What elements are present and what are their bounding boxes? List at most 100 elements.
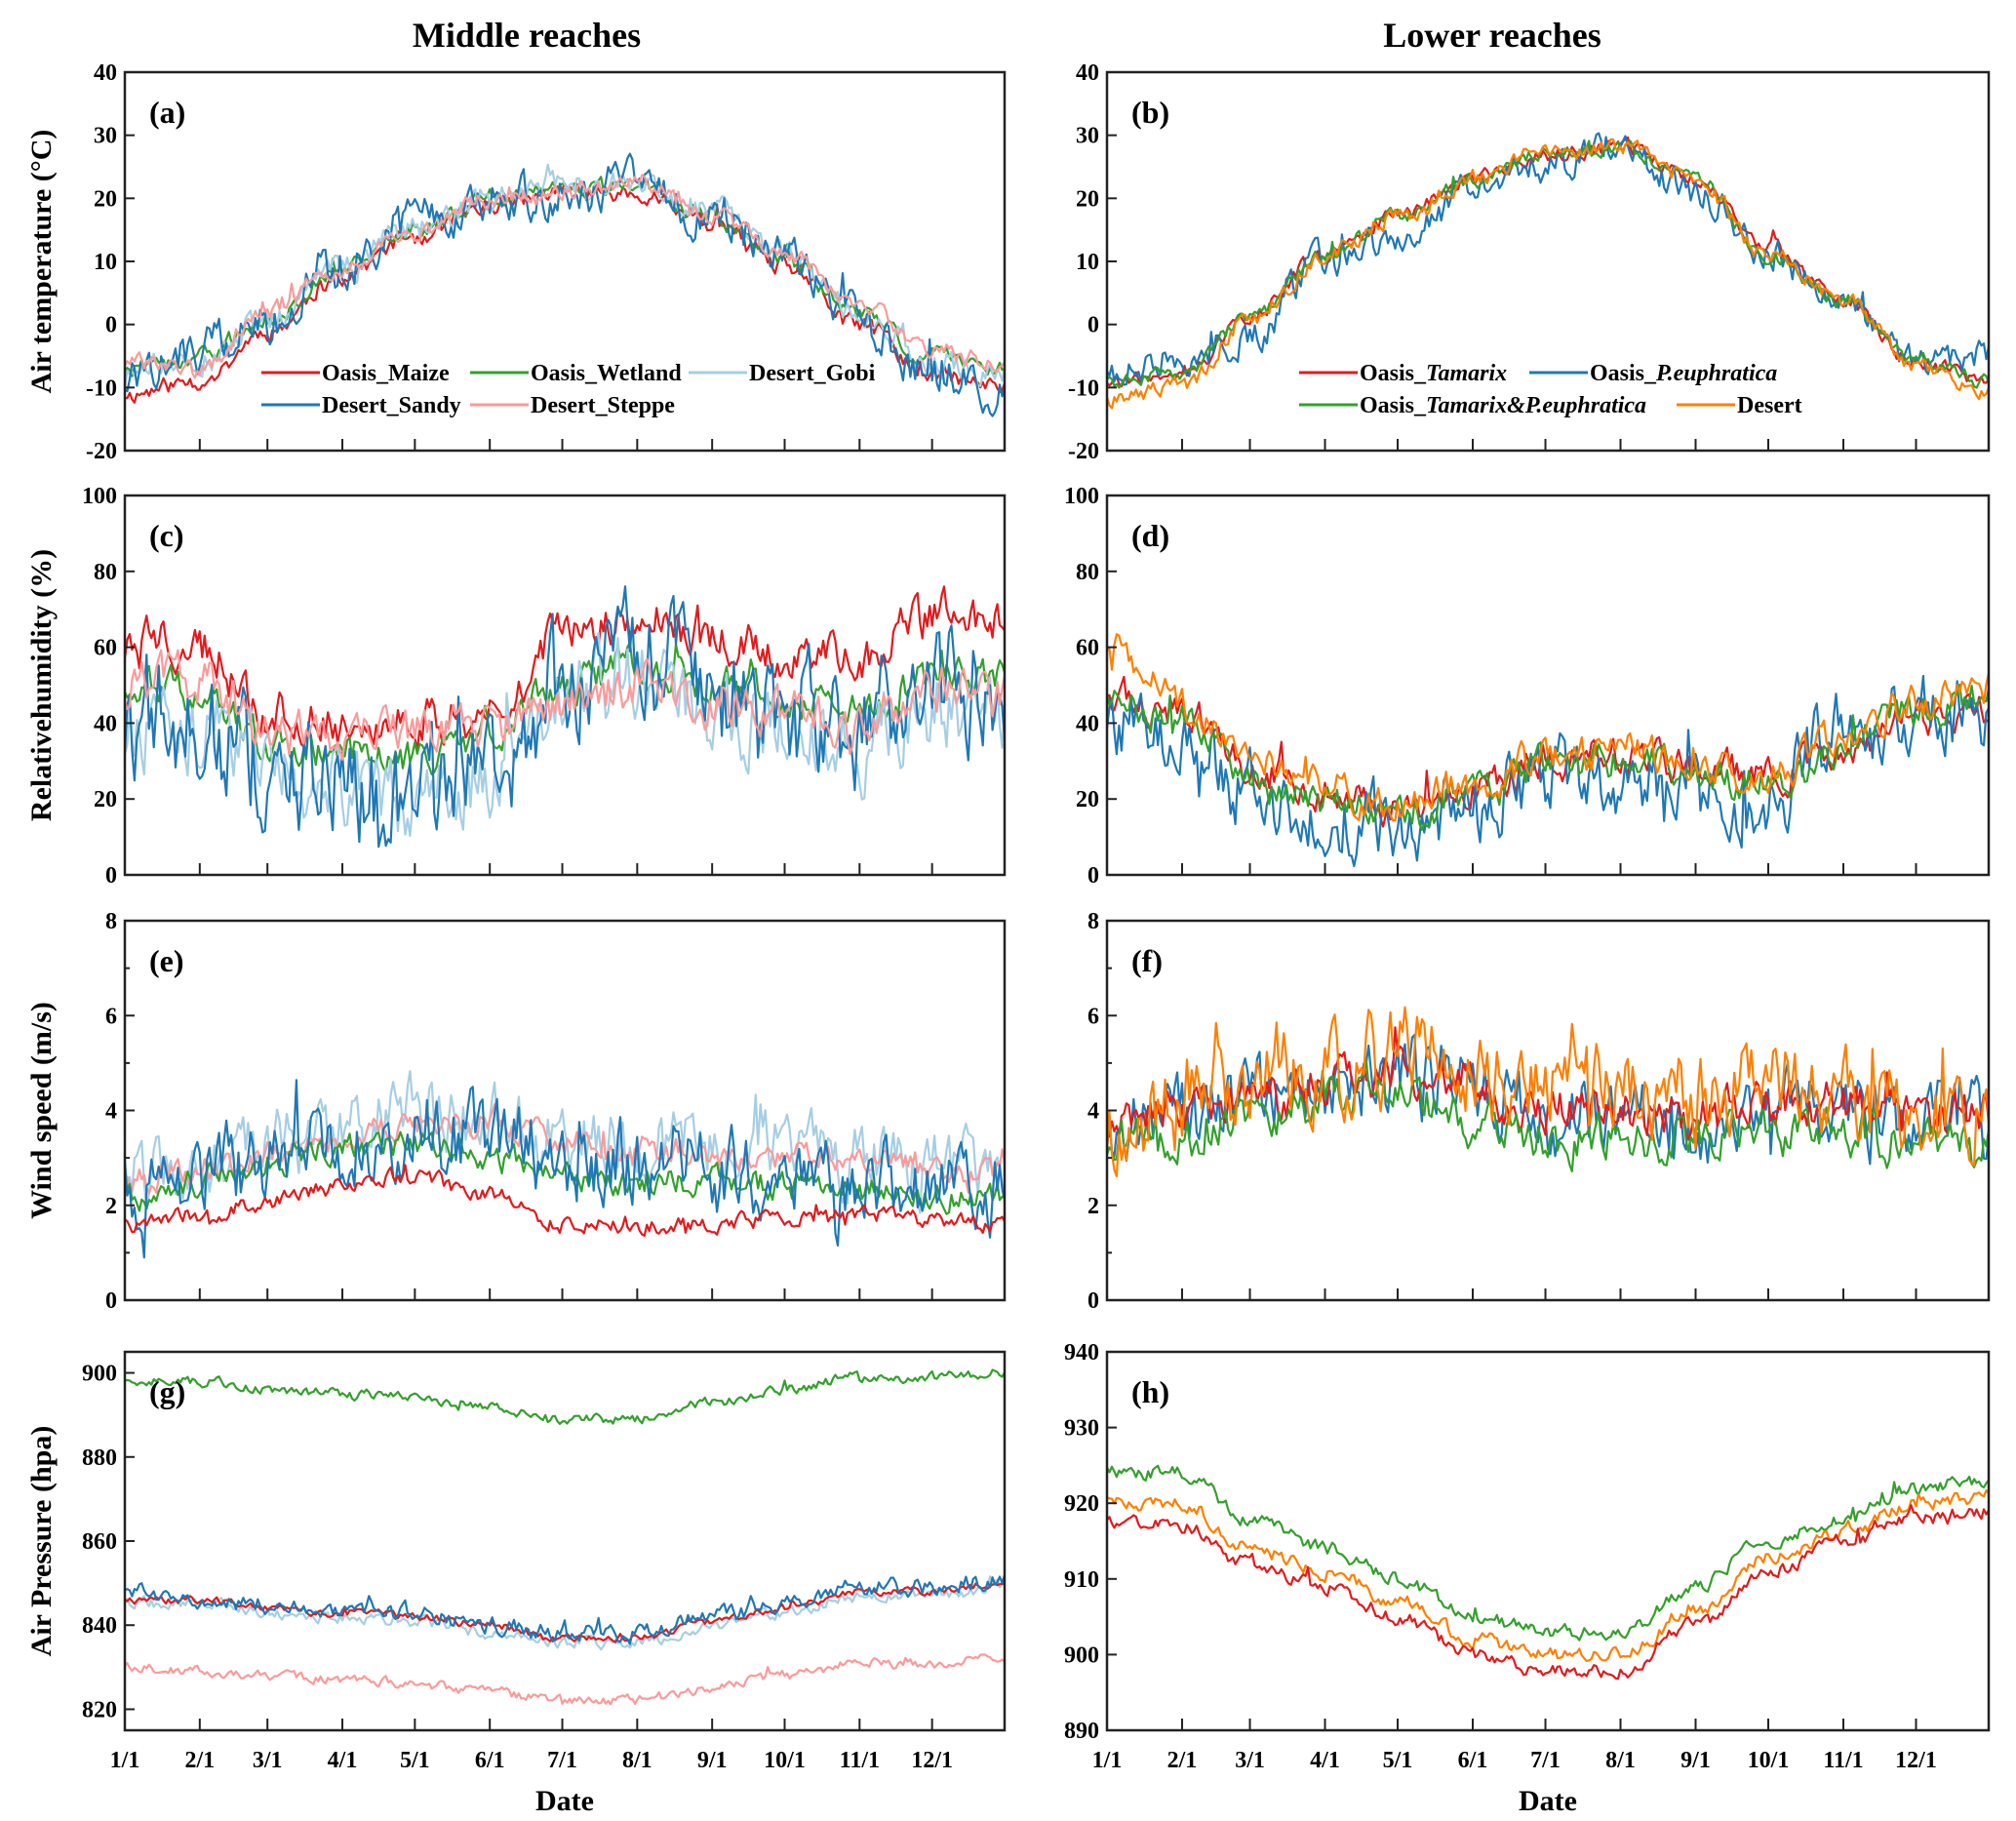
y-tick-label: 100 <box>82 484 117 509</box>
y-tick-label: 0 <box>1087 863 1099 889</box>
panel-tag: (e) <box>149 943 184 978</box>
series-line-desert <box>1107 138 1989 410</box>
series-group <box>1107 1006 1989 1178</box>
y-tick-label: 6 <box>105 1004 117 1029</box>
series-group <box>125 1070 1005 1259</box>
y-tick-label: 10 <box>94 250 117 275</box>
panel-h: 890 900 910 920 930 940 1/1 2/1 3/1 4/1 5/1 6/1 7/1 8… <box>1064 1340 1991 1817</box>
series-line-oasis-tamarix-p-euphratica <box>1107 1464 1989 1642</box>
series-line-desert-gobi <box>125 1070 1005 1214</box>
x-tick-label: 7/1 <box>1530 1748 1561 1773</box>
y-tick-label: 900 <box>1064 1643 1099 1668</box>
legend-label: Oasis_Tamarix&P.euphratica <box>1360 393 1646 418</box>
y-tick-label: 20 <box>94 186 117 212</box>
legend-label: Desert_Steppe <box>531 393 675 418</box>
plot-frame <box>1105 494 1991 877</box>
series-line-desert <box>1107 1489 1989 1663</box>
x-tick-label: 1/1 <box>1092 1748 1123 1773</box>
column-title-lower: Lower reaches <box>1383 16 1601 55</box>
panel-tag: (c) <box>149 518 184 553</box>
series-group <box>1107 633 1989 868</box>
panel-d: 0 20 40 60 80 100 (d) <box>1064 484 1991 889</box>
y-tick-label: -20 <box>86 439 117 464</box>
y-tick-label: 890 <box>1064 1719 1099 1744</box>
y-tick-label: 30 <box>1076 124 1099 149</box>
plot-frame <box>1105 1350 1991 1732</box>
series-line-desert-gobi <box>125 163 1005 388</box>
x-tick-label: 3/1 <box>253 1748 283 1773</box>
y-tick-label: 920 <box>1064 1491 1099 1517</box>
x-tick-label: 6/1 <box>1458 1748 1488 1773</box>
y-tick-label: 880 <box>82 1445 117 1471</box>
series-line-oasis-tamarix <box>1107 1504 1989 1681</box>
y-axis-label: Wind speed (m/s) <box>25 1002 58 1219</box>
y-tick-label: 20 <box>1076 787 1099 812</box>
y-tick-label: 940 <box>1064 1340 1099 1366</box>
y-tick-label: 8 <box>1087 909 1099 934</box>
series-line-desert-steppe <box>125 1653 1005 1706</box>
y-tick-label: 40 <box>94 711 117 736</box>
series-line-oasis-p-euphratica <box>1107 674 1989 868</box>
x-axis-label: Date <box>535 1785 594 1817</box>
x-tick-label: 12/1 <box>911 1748 953 1773</box>
y-tick-label: 0 <box>105 1288 117 1314</box>
panel-c: 0 20 40 60 80 100 (c) Relativehumidity (%) <box>25 484 1007 889</box>
y-tick-label: 40 <box>1076 60 1099 86</box>
series-line-desert-sandy <box>125 1079 1005 1259</box>
y-tick-label: 840 <box>82 1613 117 1639</box>
legend-label: Oasis_Maize <box>322 361 450 386</box>
x-tick-label: 5/1 <box>400 1748 430 1773</box>
y-axis-label: Air Pressure (hpa) <box>25 1426 58 1657</box>
y-tick-label: 10 <box>1076 250 1099 275</box>
y-tick-label: 20 <box>94 787 117 812</box>
series-line-desert-sandy <box>125 1574 1005 1645</box>
x-tick-label: 6/1 <box>475 1748 505 1773</box>
y-tick-label: 100 <box>1064 484 1099 509</box>
x-axis-label: Date <box>1519 1785 1577 1817</box>
series-line-desert-gobi <box>125 1575 1005 1651</box>
y-tick-label: 40 <box>1076 711 1099 736</box>
y-tick-label: 0 <box>105 863 117 889</box>
series-group <box>125 1368 1005 1706</box>
series-line-oasis-wetland <box>125 176 1005 377</box>
plot-frame <box>123 494 1007 877</box>
x-tick-label: 10/1 <box>764 1748 806 1773</box>
column-title-middle: Middle reaches <box>413 16 641 55</box>
y-axis-label: Relativehumidity (%) <box>25 549 58 821</box>
y-tick-label: 860 <box>82 1529 117 1555</box>
series-line-oasis-wetland <box>125 1368 1005 1425</box>
y-tick-label: 80 <box>94 560 117 585</box>
series-line-oasis-tamarix-p-euphratica <box>1107 1057 1989 1173</box>
series-line-oasis-tamarix-p-euphratica <box>1107 683 1989 831</box>
x-tick-label: 9/1 <box>1680 1748 1711 1773</box>
x-tick-label: 11/1 <box>1823 1748 1863 1773</box>
y-tick-label: 0 <box>105 313 117 338</box>
series-line-oasis-maize <box>125 585 1005 751</box>
series-group <box>1107 132 1989 410</box>
series-line-oasis-maize <box>125 1164 1005 1238</box>
x-tick-label: 1/1 <box>110 1748 140 1773</box>
y-tick-label: 6 <box>1087 1004 1099 1029</box>
x-tick-label: 4/1 <box>1310 1748 1340 1773</box>
y-tick-label: 60 <box>1076 636 1099 661</box>
panel-tag: (b) <box>1131 95 1169 130</box>
legend-label: Desert_Gobi <box>749 361 876 386</box>
panel-tag: (d) <box>1131 518 1169 553</box>
panel-tag: (g) <box>149 1374 185 1409</box>
panel-f: 0 2 4 6 8 (f) <box>1087 909 1991 1314</box>
panel-tag: (f) <box>1131 943 1163 978</box>
series-group <box>125 585 1005 849</box>
panel-tag: (h) <box>1131 1374 1169 1409</box>
y-tick-label: 820 <box>82 1697 117 1722</box>
y-tick-label: 80 <box>1076 560 1099 585</box>
legend: Oasis_Tamarix Oasis_P.euphratica Oasis_Tam… <box>1299 361 1802 418</box>
legend: Oasis_Maize Oasis_Wetland Desert_Gobi Deser… <box>261 361 876 418</box>
series-line-oasis-p-euphratica <box>1107 132 1989 386</box>
y-tick-label: 20 <box>1076 186 1099 212</box>
y-tick-label: -20 <box>1068 439 1099 464</box>
panel-a: -20 -10 0 10 20 30 40 (a) Air temperature (°C) Oa… <box>25 60 1007 464</box>
y-tick-label: 900 <box>82 1362 117 1387</box>
x-tick-label: 12/1 <box>1895 1748 1937 1773</box>
y-tick-label: 910 <box>1064 1567 1099 1593</box>
